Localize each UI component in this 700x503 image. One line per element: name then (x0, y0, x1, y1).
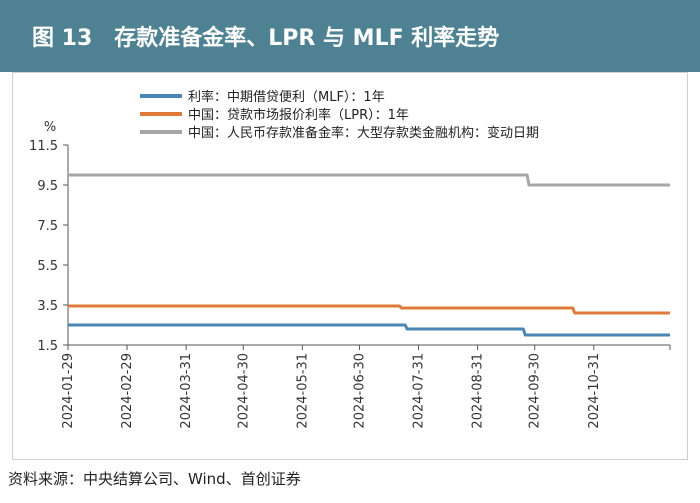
legend-item-lpr: 中国：贷款市场报价利率（LPR）：1年 (140, 107, 409, 123)
legend-item-mlf: 利率：中期借贷便利（MLF）：1年 (140, 89, 385, 105)
x-tick-label: 2024-06-30 (352, 353, 367, 429)
legend: 利率：中期借贷便利（MLF）：1年中国：贷款市场报价利率（LPR）：1年中国：人… (140, 89, 539, 141)
x-tick-label: 2024-05-31 (295, 353, 310, 429)
chart-panel (12, 72, 688, 460)
series-line-lpr (68, 304, 670, 315)
source-note: 资料来源：中央结算公司、Wind、首创证券 (8, 470, 301, 488)
y-tick-label: 5.5 (37, 259, 58, 274)
legend-label: 中国：人民币存款准备金率：大型存款类金融机构：变动日期 (188, 125, 539, 141)
y-tick-label: 3.5 (37, 299, 58, 314)
y-tick-label: 7.5 (37, 219, 58, 234)
title-bar: 图 13 存款准备金率、LPR 与 MLF 利率走势 (0, 0, 700, 72)
x-tick-label: 2024-02-29 (120, 353, 135, 429)
series-line-rrr (68, 173, 670, 187)
x-tick-label: 2024-04-30 (236, 353, 251, 429)
y-tick-label: 9.5 (37, 179, 58, 194)
x-tick-label: 2024-07-31 (412, 353, 427, 429)
series-layer (68, 173, 670, 337)
legend-label: 利率：中期借贷便利（MLF）：1年 (188, 89, 385, 105)
legend-label: 中国：贷款市场报价利率（LPR）：1年 (188, 107, 409, 123)
series-line-mlf (68, 323, 670, 337)
y-tick-label: 11.5 (29, 139, 58, 154)
x-tick-label: 2024-09-30 (528, 353, 543, 429)
legend-item-rrr: 中国：人民币存款准备金率：大型存款类金融机构：变动日期 (140, 125, 539, 141)
chart-title: 图 13 存款准备金率、LPR 与 MLF 利率走势 (32, 26, 500, 51)
x-tick-label: 2024-08-31 (471, 353, 486, 429)
y-axis-unit-label: % (44, 120, 56, 135)
x-tick-label: 2024-10-31 (587, 353, 602, 429)
x-tick-label: 2024-03-31 (179, 353, 194, 429)
y-tick-label: 1.5 (37, 339, 58, 354)
x-tick-label: 2024-01-29 (61, 353, 76, 429)
